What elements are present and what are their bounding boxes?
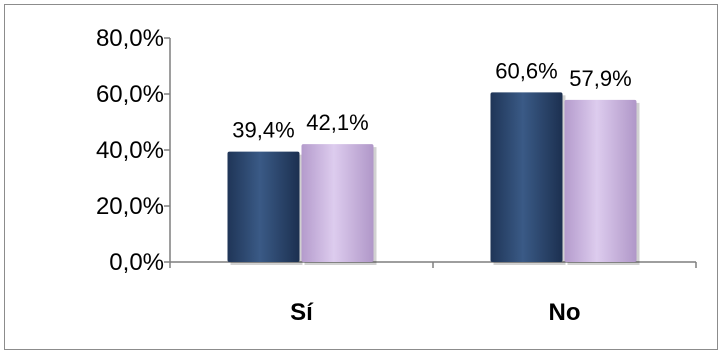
labels: 39,4% 42,1% Sí 60,6% 57,9% No	[232, 58, 631, 326]
y-tick-label: 0,0%	[109, 249, 164, 276]
data-label: 39,4%	[232, 118, 294, 143]
axes: 0,0% 20,0% 40,0% 60,0% 80,0%	[96, 25, 697, 276]
bars	[227, 92, 640, 265]
y-tick-label: 40,0%	[96, 137, 164, 164]
bar	[227, 151, 300, 262]
y-tick-label: 80,0%	[96, 25, 164, 52]
data-label: 57,9%	[569, 66, 631, 91]
y-tick-label: 60,0%	[96, 81, 164, 108]
bar	[564, 99, 637, 262]
data-label: 60,6%	[495, 58, 557, 83]
bar	[301, 144, 374, 262]
y-tick-label: 20,0%	[96, 193, 164, 220]
bar	[490, 92, 563, 262]
x-category-label: Sí	[290, 299, 314, 326]
data-label: 42,1%	[306, 110, 368, 135]
x-category-label: No	[549, 299, 581, 326]
